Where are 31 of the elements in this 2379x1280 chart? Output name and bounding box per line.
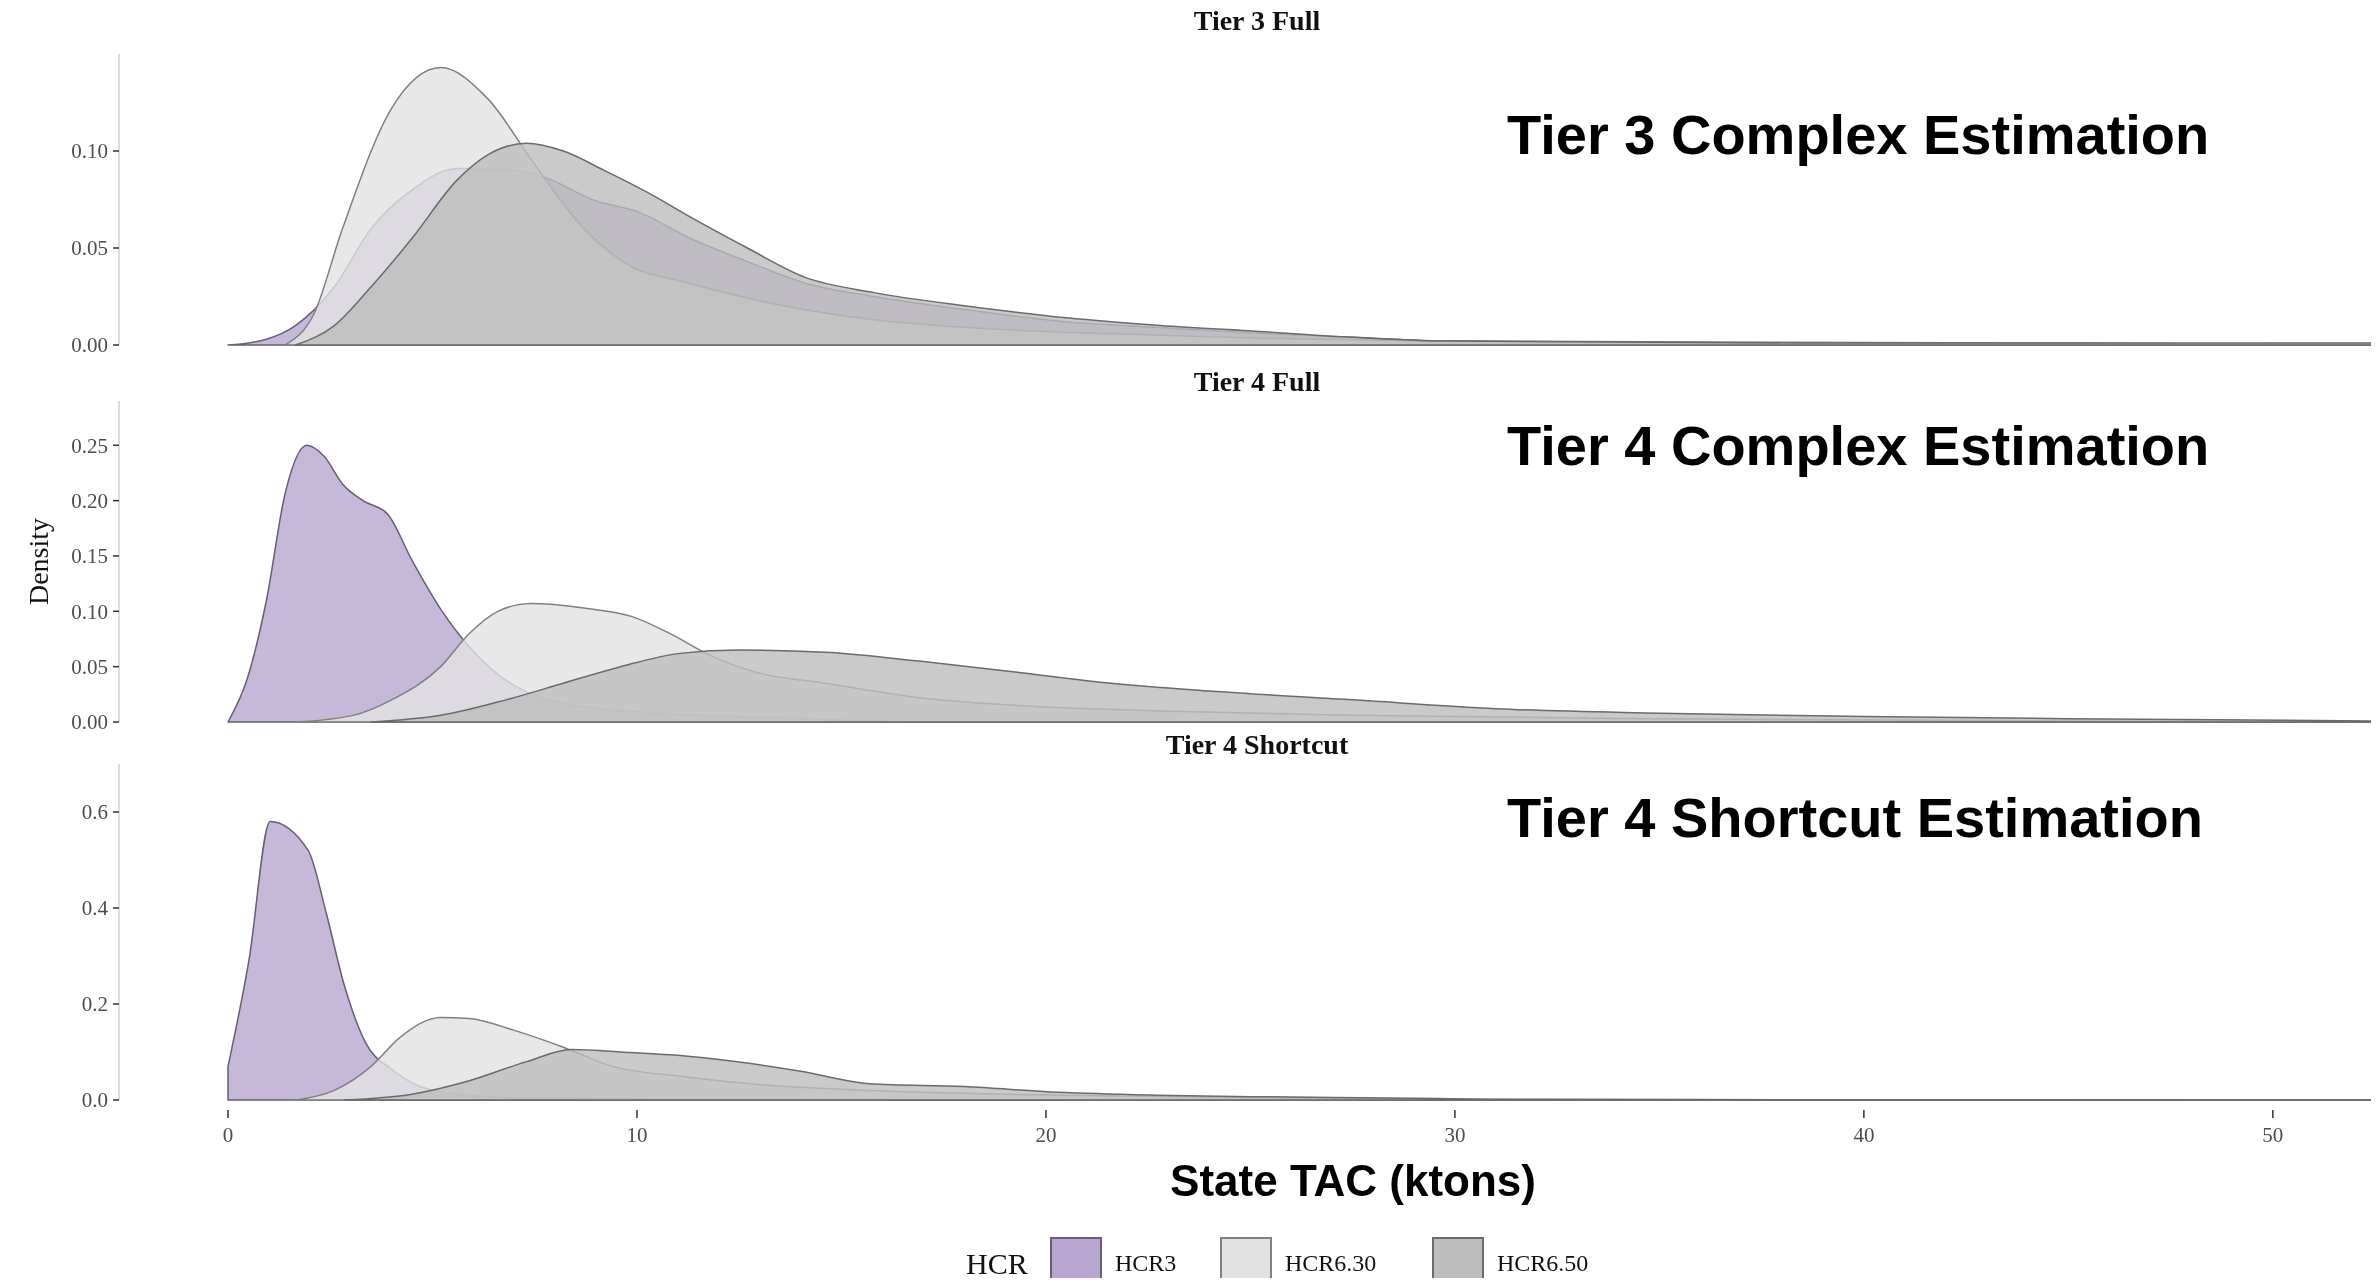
y-tick-label: 0.10 (71, 139, 108, 164)
annotation: Tier 4 Shortcut Estimation (1507, 786, 2203, 849)
x-tick-label: 50 (2262, 1123, 2284, 1147)
y-tick-label: 0.05 (71, 655, 108, 680)
y-tick-label: 0.0 (81, 1088, 108, 1113)
y-tick-label: 0.2 (81, 992, 108, 1017)
legend-label: HCR6.30 (1285, 1250, 1377, 1276)
y-tick-label: 0.25 (71, 433, 108, 458)
legend-label: HCR3 (1115, 1250, 1177, 1276)
y-tick-label: 0.00 (71, 710, 108, 735)
chart-title: Tier 4 Shortcut (1165, 729, 1349, 760)
y-tick-label: 0.15 (71, 544, 108, 569)
y-tick-label: 0.6 (81, 800, 108, 825)
x-tick-label: 30 (1444, 1123, 1466, 1147)
x-tick-label: 40 (1853, 1123, 1875, 1147)
chart-title: Tier 4 Full (1193, 366, 1321, 397)
y-tick-label: 0.4 (81, 896, 109, 921)
legend-title: HCR (966, 1247, 1028, 1280)
x-tick-label: 10 (626, 1123, 648, 1147)
annotation: Tier 4 Complex Estimation (1507, 414, 2210, 477)
y-tick-label: 0.10 (71, 599, 108, 624)
legend-label: HCR6.50 (1497, 1250, 1589, 1276)
y-tick-label: 0.20 (71, 488, 108, 513)
x-tick-label: 20 (1035, 1123, 1057, 1147)
x-axis-title: State TAC (ktons) (1170, 1156, 1536, 1205)
y-axis-title: Density (23, 517, 54, 606)
annotation: Tier 3 Complex Estimation (1507, 103, 2210, 166)
x-tick-label: 0 (222, 1123, 234, 1147)
y-tick-label: 0.00 (71, 333, 108, 358)
y-tick-label: 0.05 (71, 236, 108, 261)
chart-title: Tier 3 Full (1193, 5, 1321, 36)
